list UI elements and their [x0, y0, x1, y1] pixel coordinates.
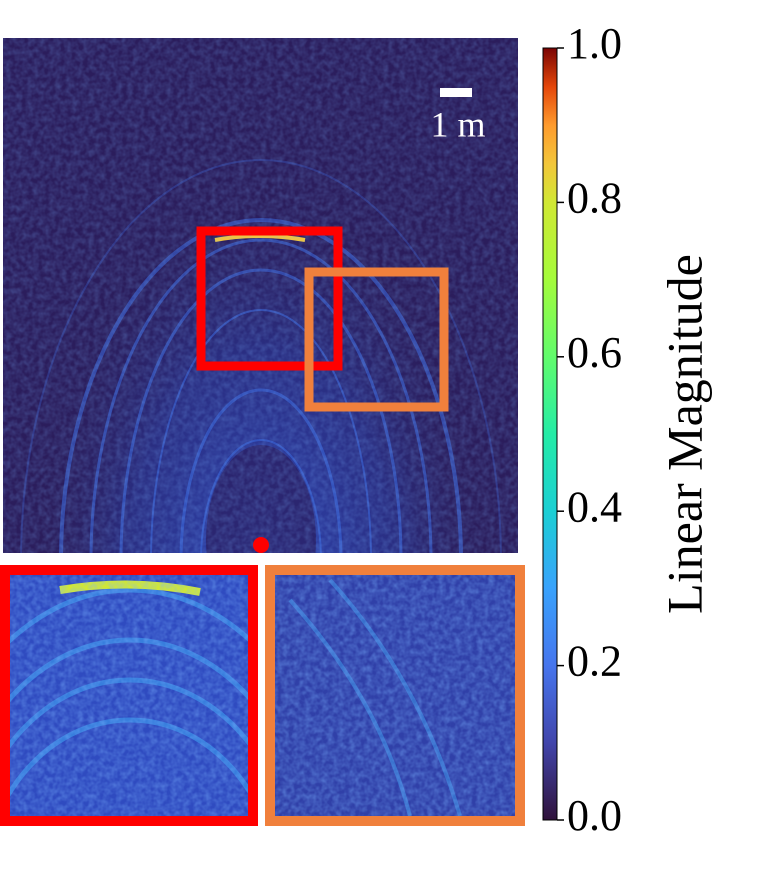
colorbar-label: Linear Magnitude [656, 254, 712, 614]
colorbar-tick-label: 1.0 [567, 19, 622, 68]
colorbar-tick-label: 0.2 [567, 637, 622, 686]
inset-orange [265, 565, 525, 826]
colorbar-tick-label: 0.4 [567, 482, 622, 531]
colorbar-tick-label: 0.0 [567, 791, 622, 840]
radar-image [3, 38, 518, 553]
colorbar-tick-label: 0.8 [567, 173, 622, 222]
colorbar-tick-label: 0.6 [567, 328, 622, 377]
scale-label: 1 m [430, 104, 485, 144]
inset-red [0, 565, 258, 826]
colorbar [542, 47, 558, 821]
